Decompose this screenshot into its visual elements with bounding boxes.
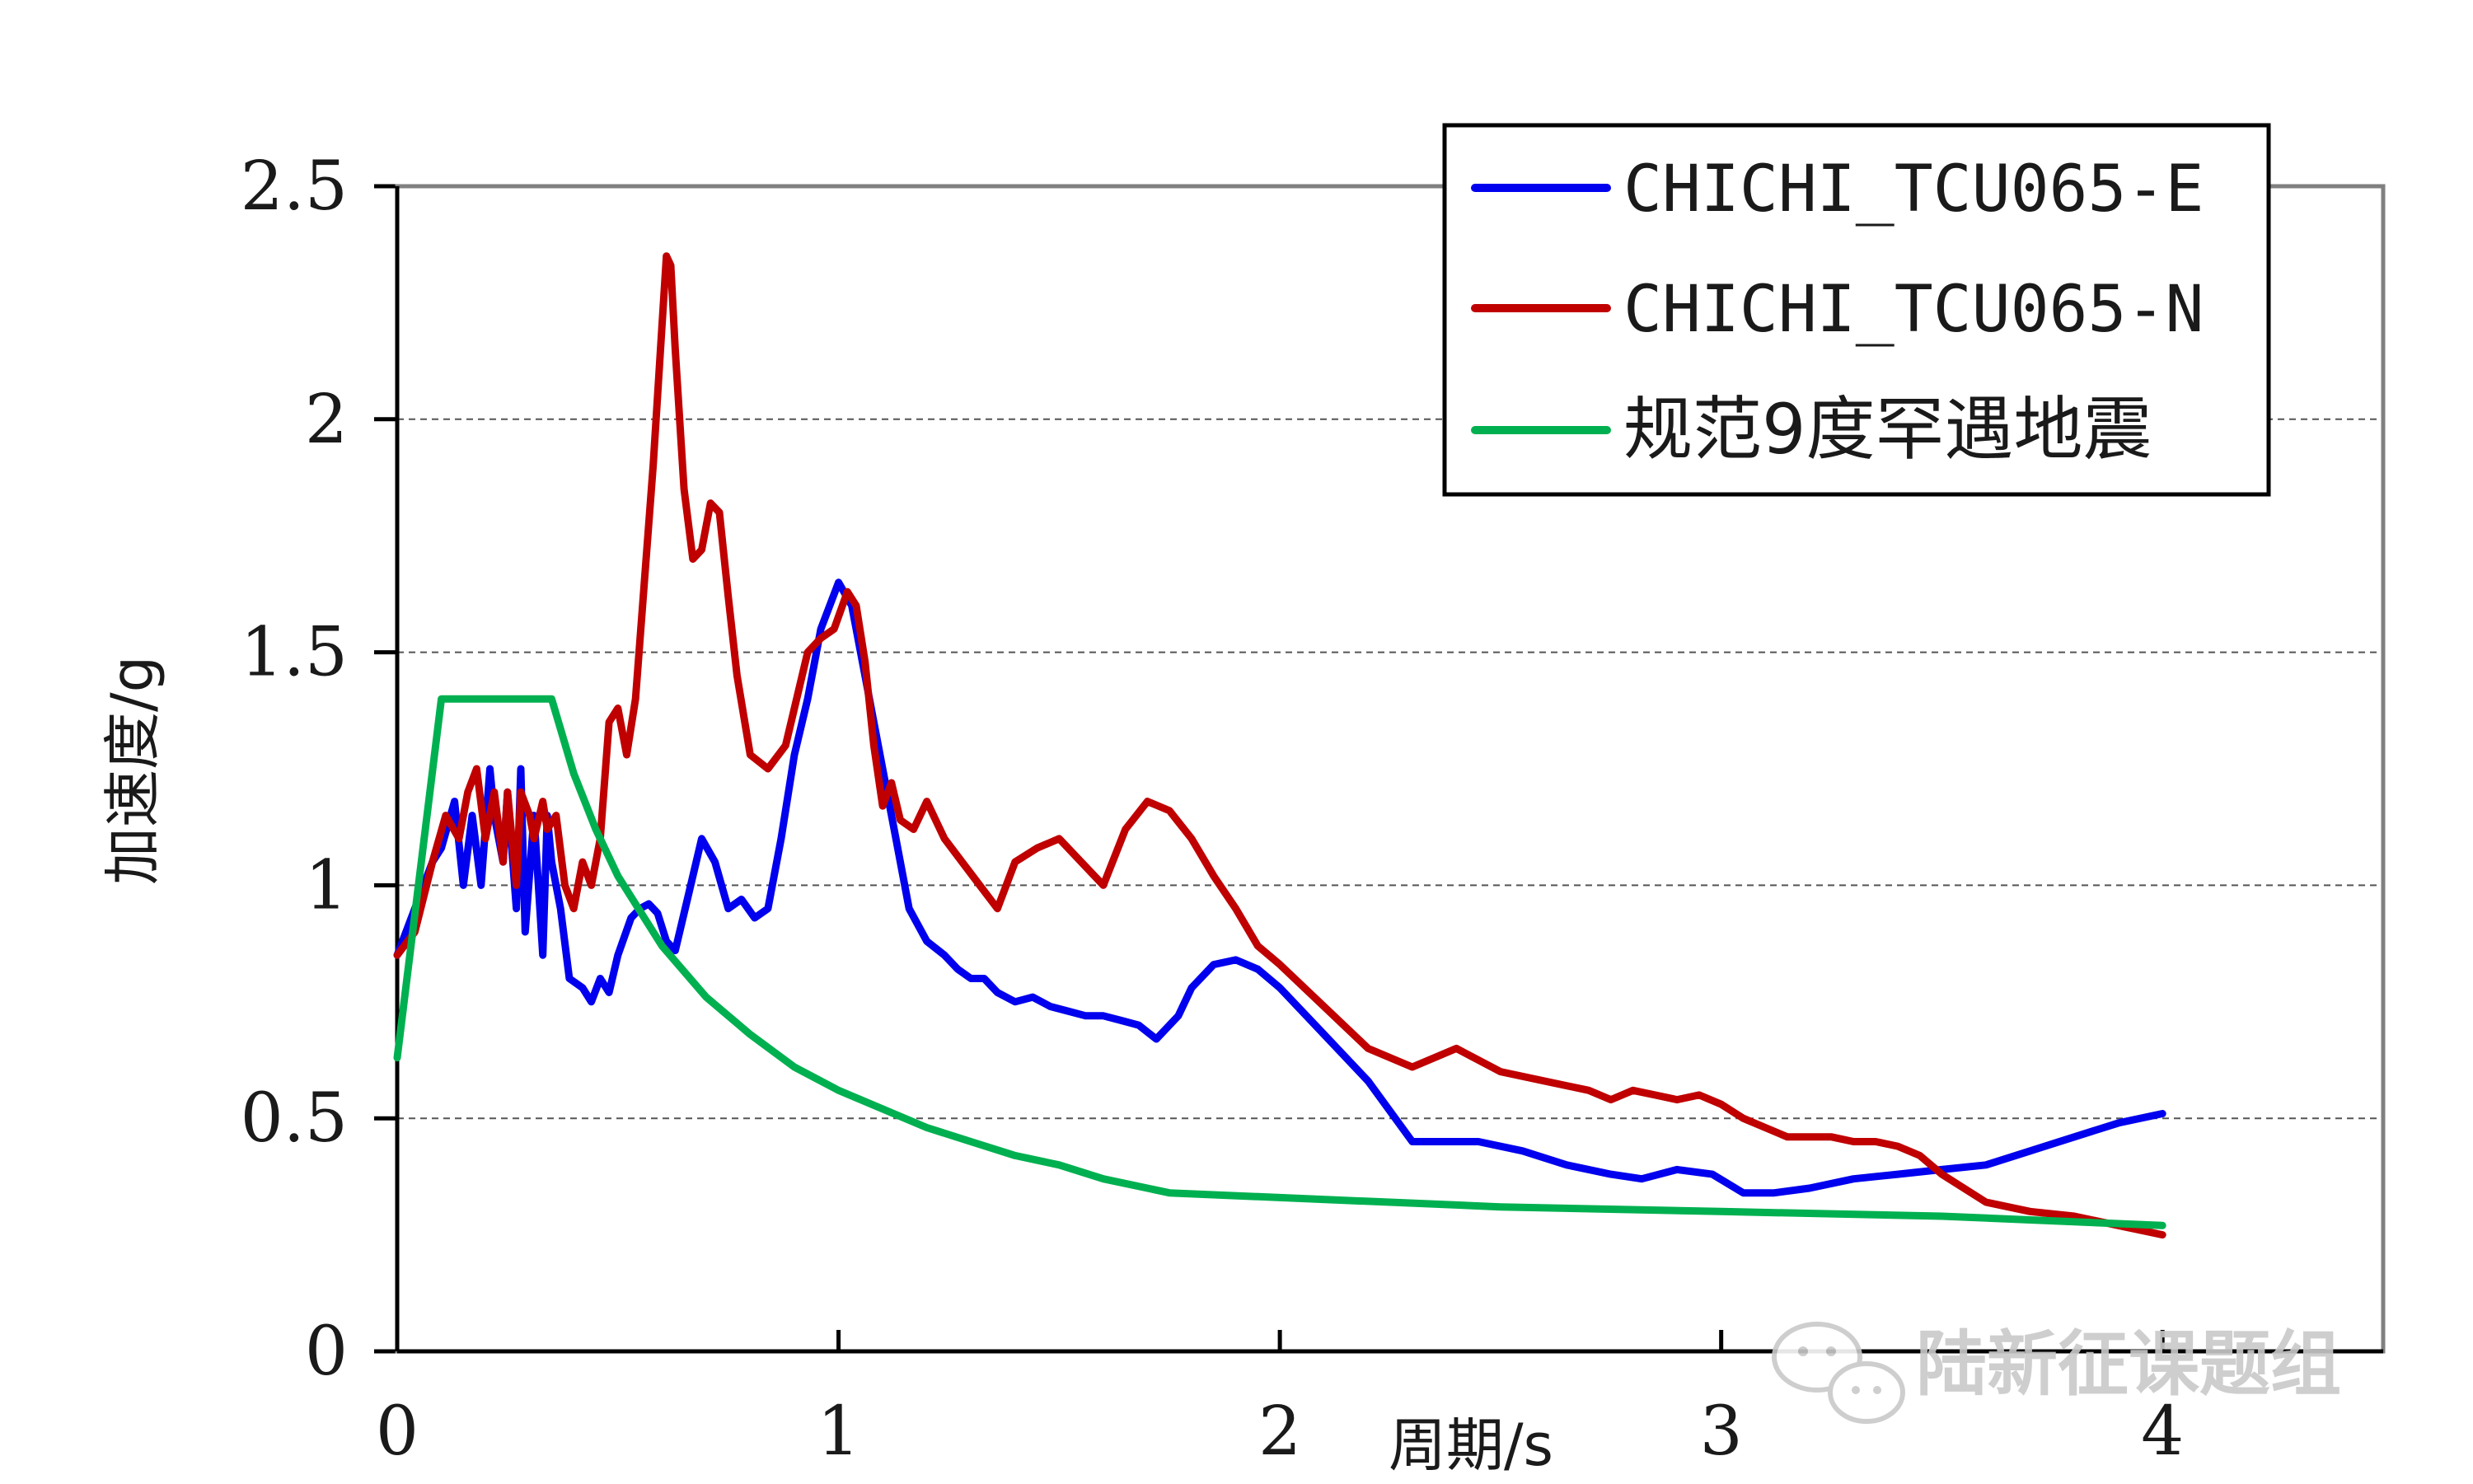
y-tick-label: 2: [305, 381, 348, 459]
y-tick-label: 1.5: [241, 614, 348, 692]
y-axis-title: 加速度/g: [99, 656, 166, 885]
x-tick-label: 1: [817, 1393, 859, 1471]
y-tick-label: 2.5: [241, 147, 348, 226]
legend-label-1: CHICHI_TCU065-E: [1623, 152, 2204, 227]
series-line-3: [393, 695, 2166, 1229]
watermark-text: 陆新征课题组: [1916, 1323, 2341, 1406]
y-tick-label: 0: [305, 1313, 348, 1391]
series-line-2: [393, 252, 2166, 1239]
legend: CHICHI_TCU065-E CHICHI_TCU065-N 规范9度罕遇地震: [1442, 123, 2271, 497]
x-tick-labels: 0 1 2 3 4: [376, 1393, 2184, 1471]
y-tick-label: 1: [305, 846, 348, 925]
axes: [395, 186, 2383, 1354]
x-tick-label: 3: [1700, 1393, 1743, 1471]
x-tick-label: 2: [1258, 1393, 1301, 1471]
x-axis-title: 周期/s: [1389, 1411, 1553, 1479]
legend-label-2: CHICHI_TCU065-N: [1623, 273, 2204, 347]
watermark: 陆新征课题组: [1772, 1322, 2341, 1424]
series: [393, 252, 2166, 1239]
y-tick-label: 0.5: [241, 1079, 348, 1158]
y-tick-labels: 0 0.5 1 1.5 2 2.5: [241, 147, 348, 1391]
x-tick-label: 4: [2141, 1393, 2184, 1471]
legend-label-3: 规范9度罕遇地震: [1623, 389, 2152, 470]
x-tick-label: 0: [376, 1393, 419, 1471]
series-line-1: [393, 578, 2166, 1197]
wechat-icon: [1772, 1322, 1905, 1424]
